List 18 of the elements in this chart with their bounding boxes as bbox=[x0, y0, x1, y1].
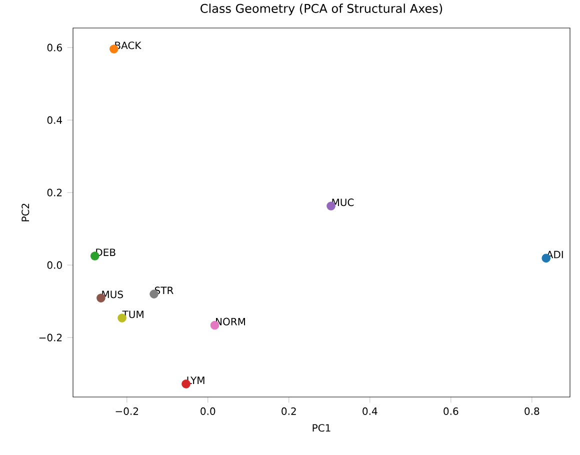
x-tick-label: 0.2 bbox=[282, 407, 296, 415]
y-tick-label: −0.2 bbox=[39, 334, 62, 342]
series-label: TUM bbox=[122, 310, 144, 318]
x-axis-title: PC1 bbox=[312, 424, 330, 432]
series-label: STR bbox=[154, 286, 174, 294]
y-tick-label: 0.4 bbox=[47, 116, 62, 124]
series-label: NORM bbox=[216, 318, 245, 326]
chart-title: Class Geometry (PCA of Structural Axes) bbox=[200, 4, 442, 16]
x-tick-label: 0.8 bbox=[524, 407, 540, 415]
y-axis-title: PC2 bbox=[22, 204, 30, 222]
x-tick-label: −0.2 bbox=[116, 407, 138, 415]
y-tick-label: 0.0 bbox=[47, 261, 62, 269]
x-tick-label: 0.4 bbox=[362, 407, 378, 415]
x-tick-label: 0.0 bbox=[200, 407, 216, 415]
y-tick-label: 0.2 bbox=[47, 188, 62, 196]
y-tick-label: 0.6 bbox=[47, 44, 62, 52]
x-tick-label: 0.6 bbox=[444, 407, 458, 415]
series-label: MUC bbox=[332, 198, 354, 206]
